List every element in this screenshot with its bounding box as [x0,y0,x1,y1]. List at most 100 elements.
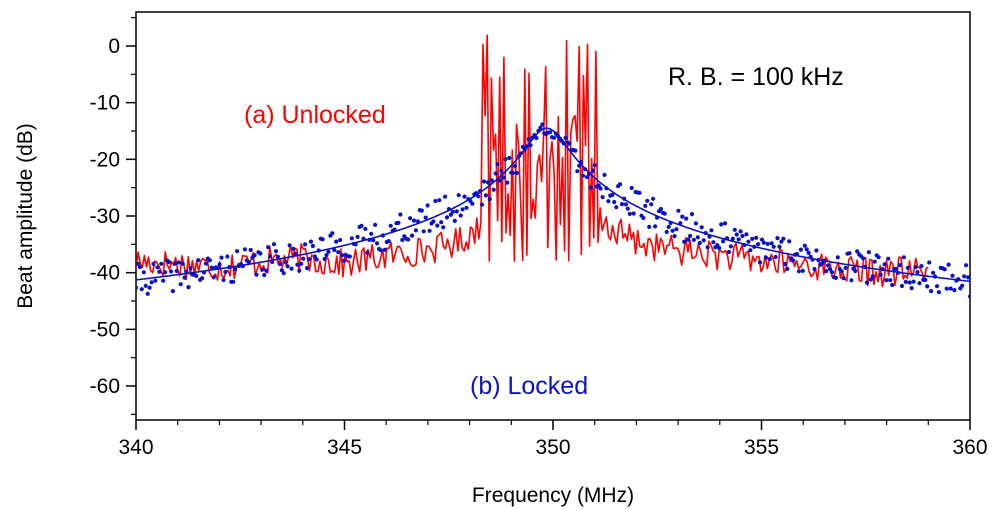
locked-data-point [248,247,253,253]
locked-data-point [518,151,524,156]
locked-data-point [137,264,142,270]
locked-data-point [182,275,187,280]
locked-data-point [843,265,848,270]
locked-data-point [369,231,374,236]
locked-data-point [861,256,866,261]
y-tick-label: -20 [90,148,120,171]
locked-data-point [474,191,479,196]
locked-data-point [450,209,455,214]
locked-data-point [497,178,502,183]
locked-data-point [301,256,306,261]
locked-data-point [598,186,603,191]
locked-data-point [686,237,691,242]
y-axis-title: Beat amplitude (dB) [14,123,37,309]
locked-data-point [890,282,895,288]
locked-data-point [765,241,770,246]
locked-data-point [499,168,504,173]
locked-data-point [233,267,238,272]
locked-data-point [759,237,765,242]
locked-data-point [750,236,755,241]
locked-data-point [252,253,257,258]
locked-data-point [367,237,372,242]
locked-data-point [415,219,420,224]
locked-data-point [575,169,580,174]
locked-data-point [637,190,642,195]
locked-data-point [446,207,452,212]
y-axis: 0 -10 -20 -30 -40 -50 -60 [90,17,136,415]
locked-data-point [896,270,901,275]
locked-data-point [270,259,275,265]
locked-data-point [347,254,352,259]
locked-annotation: (b) Locked [470,372,588,400]
locked-data-point [421,229,426,234]
locked-data-point [242,247,247,252]
locked-data-point [454,209,459,214]
locked-data-point [948,286,953,291]
locked-data-point [734,232,739,237]
locked-data-point [822,258,827,263]
locked-data-point [664,229,669,235]
y-tick-label: -40 [90,262,120,285]
locked-data-point [590,168,596,173]
locked-data-point [649,202,654,207]
locked-data-point [476,194,481,199]
locked-data-point [485,180,490,185]
locked-data-point [711,240,716,245]
locked-data-point [619,202,625,207]
locked-data-point [159,261,164,266]
locked-data-point [330,231,335,236]
locked-data-point [194,273,199,278]
locked-data-point [375,241,380,246]
locked-data-point [505,180,510,185]
locked-data-point [767,257,772,262]
locked-data-point [670,228,675,233]
x-tick-label: 355 [744,436,779,459]
locked-data-point [324,253,329,258]
plot-frame [135,11,971,421]
locked-data-point [839,269,844,274]
locked-data-point [538,125,543,130]
locked-data-point [170,289,175,294]
y-tick-label: -50 [90,318,120,341]
locked-data-point [268,254,273,259]
locked-data-point [592,163,597,168]
locked-data-point [203,261,209,266]
locked-data-point [303,242,308,247]
locked-data-point [773,254,778,260]
locked-data-point [722,221,728,226]
locked-data-point [188,265,193,271]
locked-data-point [437,198,442,203]
x-axis-title: Frequency (MHz) [472,484,634,507]
locked-data-point [221,277,226,283]
locked-data-point [215,265,220,270]
locked-data-point [709,228,714,233]
resolution-bandwidth-annotation: R. B. = 100 kHz [668,63,844,91]
locked-data-point [433,198,438,204]
locked-data-point [960,283,965,288]
locked-data-point [627,211,632,216]
locked-data-point [425,203,430,208]
locked-data-point [855,249,860,254]
locked-data-point [771,244,776,249]
locked-data-point [676,208,681,213]
locked-data-point [297,268,302,273]
locked-data-point [431,219,436,224]
locked-data-point [796,269,802,274]
locked-data-point [581,173,586,178]
locked-data-point [411,218,417,223]
locked-data-point [184,269,189,274]
locked-data-point [744,232,749,237]
locked-data-point [754,235,759,240]
locked-data-point [614,205,619,210]
locked-data-point [136,285,139,290]
locked-data-point [423,215,428,220]
locked-data-point [870,274,875,279]
locked-data-point [886,256,891,261]
locked-data-point [217,262,222,267]
locked-data-point [503,157,508,162]
locked-data-point [629,185,634,191]
locked-data-point [295,262,300,267]
series-unlocked-line [136,34,929,288]
locked-data-point [826,263,831,268]
locked-data-point [866,250,872,255]
